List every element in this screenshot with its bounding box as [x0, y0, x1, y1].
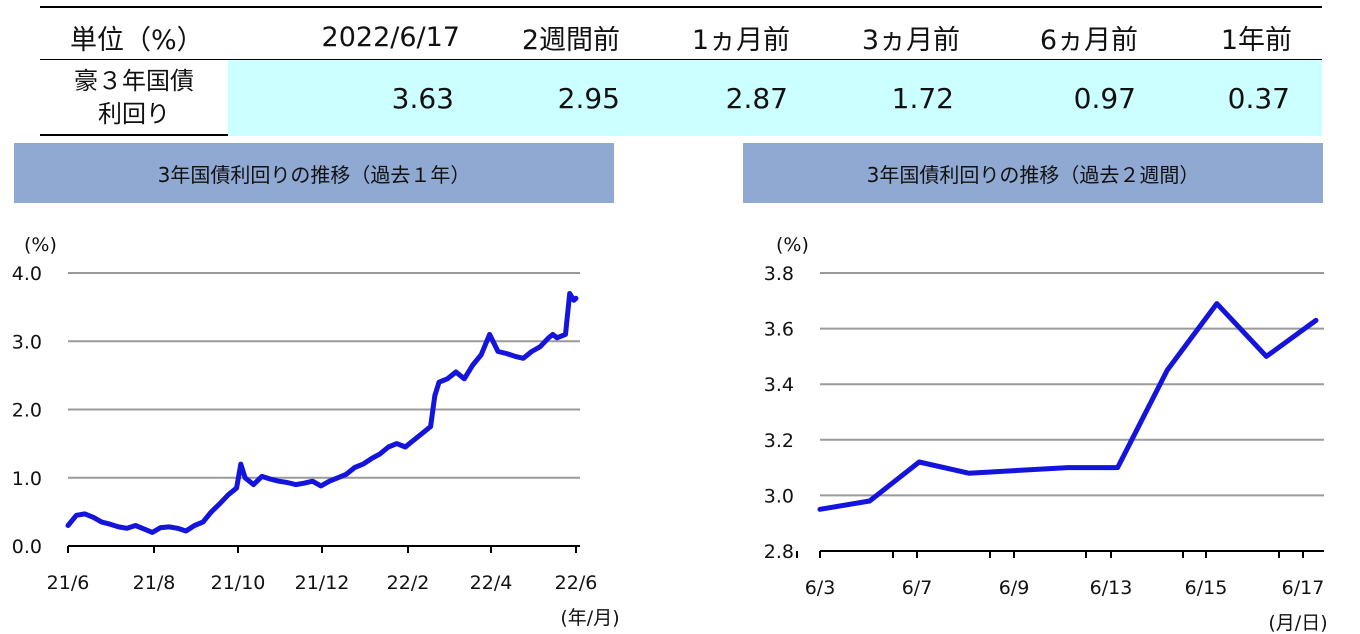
row-label: 豪３年国債 利回り [40, 60, 228, 136]
yield-line [817, 301, 1319, 512]
y-tick-label: 1.0 [12, 468, 42, 490]
y-tick-label: 0.0 [12, 536, 42, 558]
x-tick-label: 22/2 [387, 572, 430, 594]
x-axis-unit-label: (月/日) [1268, 612, 1327, 634]
y-tick-label: 3.4 [764, 374, 794, 396]
value-col-4: 1.72 [891, 81, 954, 115]
row-label-line2: 利回り [98, 100, 170, 128]
x-tick-label: 6/3 [805, 577, 836, 599]
table-top-rule [40, 6, 1322, 8]
y-tick-label: 3.8 [764, 263, 794, 285]
y-tick-label: 3.0 [12, 331, 42, 353]
y-tick-label: 3.6 [764, 319, 794, 341]
value-col-1: 3.63 [391, 81, 454, 115]
header-col-5: 6ヵ月前 [1039, 24, 1138, 56]
y-axis-unit-label: (%) [776, 234, 809, 256]
header-col-4: 3ヵ月前 [861, 24, 960, 56]
table-header-rule [40, 59, 1322, 60]
x-tick-label: 22/6 [555, 572, 598, 594]
row-label-line1: 豪３年国債 [74, 67, 194, 95]
value-col-2: 2.95 [557, 81, 620, 115]
x-tick-label: 6/13 [1090, 577, 1133, 599]
two-week-yield-chart: 2.8 3.0 3.2 3.4 3.6 3.8 (%) 6/3 6/7 6/9 6/13 6/15 6/… [764, 234, 1328, 634]
y-tick-label: 2.8 [764, 541, 794, 563]
x-tick-label: 6/17 [1282, 577, 1325, 599]
header-col-1: 2022/6/17 [321, 21, 460, 53]
y-axis-unit-label: (%) [24, 234, 57, 256]
x-tick-label: 6/9 [999, 577, 1030, 599]
x-tick-label: 6/7 [902, 577, 933, 599]
yield-table: 単位（%） 2022/6/17 2週間前 1ヵ月前 3ヵ月前 6ヵ月前 1年前 … [40, 6, 1322, 136]
header-col-6: 1年前 [1220, 24, 1292, 56]
x-tick-label: 21/8 [133, 572, 176, 594]
y-tick-label: 3.2 [764, 430, 794, 452]
x-axis-unit-label: (年/月) [560, 607, 619, 629]
left-chart-banner: 3年国債利回りの推移（過去１年） [14, 143, 614, 203]
x-tick-label: 22/4 [470, 572, 513, 594]
header-unit: 単位（%） [70, 24, 204, 56]
header-col-3: 1ヵ月前 [691, 24, 790, 56]
y-tick-label: 4.0 [12, 263, 42, 285]
yield-line [65, 291, 579, 535]
header-col-2: 2週間前 [521, 24, 620, 56]
y-tick-label: 3.0 [764, 485, 794, 507]
value-col-6: 0.37 [1227, 81, 1290, 115]
right-chart-banner: 3年国債利回りの推移（過去２週間） [743, 143, 1323, 203]
x-tick-label: 21/10 [211, 572, 266, 594]
x-tick-label: 21/6 [47, 572, 90, 594]
x-tick-label: 21/12 [295, 572, 350, 594]
value-row-background [228, 60, 1322, 136]
x-tick-label: 6/15 [1185, 577, 1228, 599]
y-tick-label: 2.0 [12, 400, 42, 422]
one-year-yield-chart: 0.0 1.0 2.0 3.0 4.0 (%) 21/6 21/8 21/10 21/12 22/2… [12, 234, 620, 629]
value-col-5: 0.97 [1073, 81, 1136, 115]
value-col-3: 2.87 [725, 81, 788, 115]
